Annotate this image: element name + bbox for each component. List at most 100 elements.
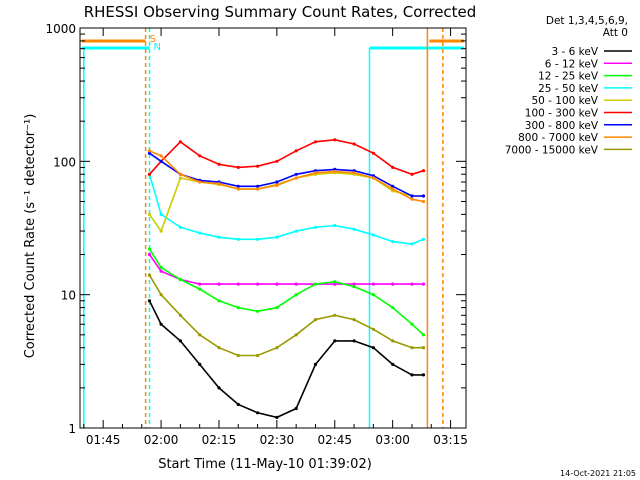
data-point bbox=[198, 154, 202, 158]
data-point bbox=[256, 353, 260, 358]
data-point bbox=[371, 327, 375, 331]
data-point bbox=[294, 406, 298, 411]
data-point bbox=[159, 265, 163, 270]
data-point bbox=[236, 306, 240, 310]
legend-label: 800 - 7000 keV bbox=[518, 132, 599, 144]
data-point bbox=[421, 282, 426, 286]
data-point bbox=[352, 142, 356, 146]
data-point bbox=[178, 225, 182, 229]
data-point bbox=[371, 282, 375, 286]
data-point bbox=[147, 273, 152, 277]
data-point bbox=[410, 346, 414, 350]
data-point bbox=[410, 322, 414, 326]
data-point bbox=[256, 309, 260, 313]
data-point bbox=[147, 247, 152, 251]
data-point bbox=[421, 169, 426, 173]
x-tick-label: 02:30 bbox=[260, 433, 295, 447]
data-point bbox=[159, 212, 163, 216]
data-point bbox=[294, 176, 298, 180]
data-point bbox=[391, 184, 395, 188]
data-point bbox=[217, 346, 221, 350]
data-point bbox=[313, 282, 318, 286]
data-point bbox=[147, 149, 152, 153]
data-point bbox=[159, 293, 163, 297]
data-point bbox=[391, 240, 395, 244]
data-point bbox=[294, 293, 298, 297]
data-point bbox=[421, 194, 426, 198]
data-point bbox=[421, 373, 426, 377]
data-point bbox=[147, 212, 152, 216]
legend-label: 300 - 800 keV bbox=[525, 120, 599, 132]
data-point bbox=[256, 411, 260, 415]
data-point bbox=[275, 282, 279, 286]
data-point bbox=[147, 252, 152, 257]
data-point bbox=[236, 237, 240, 241]
data-point bbox=[391, 306, 395, 310]
data-point bbox=[333, 223, 337, 228]
data-point bbox=[178, 176, 182, 180]
data-point bbox=[352, 339, 356, 343]
legend-label: 7000 - 15000 keV bbox=[505, 144, 599, 156]
data-point bbox=[391, 362, 395, 366]
data-point bbox=[178, 277, 182, 282]
data-point bbox=[236, 353, 240, 358]
data-point bbox=[352, 227, 356, 231]
data-point bbox=[159, 159, 163, 163]
data-point bbox=[275, 183, 279, 187]
data-point bbox=[313, 225, 318, 229]
data-point bbox=[275, 346, 279, 350]
chart-title: RHESSI Observing Summary Count Rates, Co… bbox=[84, 3, 477, 21]
data-point bbox=[217, 182, 221, 186]
legend-header: Det 1,3,4,5,6,9, bbox=[546, 15, 628, 27]
data-point bbox=[159, 322, 163, 326]
data-point bbox=[236, 282, 240, 286]
data-point bbox=[178, 313, 182, 317]
data-point bbox=[147, 151, 152, 155]
data-point bbox=[275, 415, 279, 419]
data-point bbox=[421, 199, 426, 204]
legend-label: 6 - 12 keV bbox=[545, 58, 599, 70]
data-point bbox=[275, 306, 279, 310]
data-point bbox=[256, 282, 260, 286]
series-line bbox=[148, 300, 424, 419]
data-point bbox=[294, 172, 298, 176]
series-12-25-kev bbox=[147, 247, 426, 337]
data-point bbox=[256, 164, 260, 168]
data-point bbox=[294, 229, 298, 233]
legend-label: 25 - 50 keV bbox=[538, 83, 599, 95]
data-point bbox=[313, 140, 318, 144]
y-tick-label: 100 bbox=[53, 155, 76, 169]
data-point bbox=[410, 373, 414, 377]
data-point bbox=[236, 187, 240, 191]
data-point bbox=[371, 174, 375, 178]
series-3-6-kev bbox=[147, 299, 426, 419]
data-point bbox=[421, 346, 426, 350]
data-point bbox=[217, 299, 221, 303]
marker-s-label: S bbox=[150, 34, 156, 45]
data-point bbox=[236, 402, 240, 407]
x-tick-label: 03:00 bbox=[375, 433, 410, 447]
data-point bbox=[217, 282, 221, 286]
data-point bbox=[198, 333, 202, 337]
data-point bbox=[198, 287, 202, 291]
series-6-12-kev bbox=[147, 252, 426, 286]
data-point bbox=[147, 172, 152, 176]
data-point bbox=[275, 159, 279, 163]
x-tick-label: 02:15 bbox=[202, 433, 237, 447]
data-point bbox=[236, 165, 240, 169]
data-point bbox=[313, 362, 318, 366]
y-tick-label: 1 bbox=[68, 422, 76, 436]
y-tick-label: 10 bbox=[61, 289, 76, 303]
data-point bbox=[410, 197, 414, 201]
data-point bbox=[159, 154, 163, 158]
data-point bbox=[217, 235, 221, 239]
data-point bbox=[178, 339, 182, 343]
data-point bbox=[313, 318, 318, 322]
data-point bbox=[275, 180, 279, 184]
data-point bbox=[391, 282, 395, 286]
data-point bbox=[391, 187, 395, 191]
x-tick-label: 01:45 bbox=[86, 433, 121, 447]
series-line bbox=[148, 248, 425, 336]
